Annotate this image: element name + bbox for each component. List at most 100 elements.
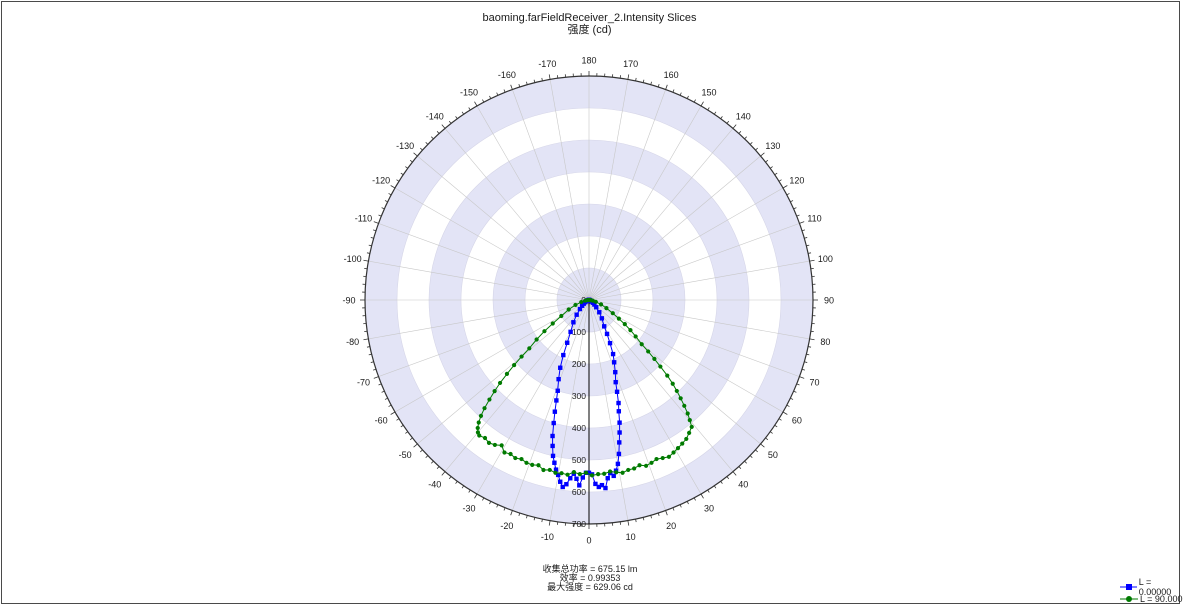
data-point-square (580, 475, 586, 480)
data-point-circle (643, 463, 649, 468)
data-point-circle (602, 471, 607, 476)
outer-tick-mark (413, 443, 418, 448)
angle-tick-label: 90 (824, 296, 834, 306)
data-point-circle (666, 454, 672, 459)
angle-tick-label: 40 (738, 479, 748, 489)
outer-tick-mark (665, 510, 668, 516)
data-point-circle (687, 418, 692, 423)
outer-tick-mark (533, 79, 536, 83)
data-point-circle (682, 403, 687, 408)
outer-tick-mark (657, 83, 660, 88)
outer-tick-mark (713, 485, 717, 489)
data-point-circle (622, 322, 627, 327)
data-point-circle (616, 316, 621, 321)
outer-tick-mark (409, 159, 413, 163)
outer-tick-mark (790, 200, 794, 203)
angular-grid-line (549, 299, 590, 521)
data-point-square (555, 472, 561, 478)
angle-tick-label: 170 (623, 59, 638, 69)
outer-tick-mark (366, 252, 370, 254)
stat-max-intensity: 最大强度 = 629.06 cd (547, 582, 633, 592)
angle-tick-label: 100 (818, 254, 833, 264)
data-point-circle (527, 346, 532, 351)
data-point-square (603, 485, 608, 491)
data-point-square (558, 479, 563, 484)
data-point-circle (652, 356, 657, 361)
data-point-square (611, 473, 616, 479)
outer-tick-mark (760, 152, 765, 157)
angle-tick-label: -150 (460, 88, 478, 98)
angular-grid-line (588, 79, 629, 301)
legend-label-blue: L = 0.00000 (1138, 577, 1172, 597)
data-point-circle (565, 472, 570, 477)
outer-tick-mark (801, 368, 806, 371)
angle-tick-label: 70 (810, 378, 820, 388)
angle-tick-label: 60 (792, 416, 802, 426)
outer-tick-mark (809, 338, 815, 341)
outer-tick-mark (378, 214, 382, 217)
angular-grid-line (378, 223, 590, 301)
angle-tick-label: -90 (342, 296, 355, 306)
outer-tick-mark (665, 84, 668, 90)
outer-tick-mark (510, 84, 513, 90)
data-point-square (550, 453, 556, 459)
angular-grid-line (417, 155, 590, 301)
data-point-circle (577, 472, 582, 477)
outer-tick-mark (541, 519, 543, 523)
outer-tick-mark (778, 418, 782, 421)
data-point-circle (519, 456, 524, 462)
data-point-square (571, 320, 576, 325)
data-point-square (554, 398, 559, 403)
data-point-square (574, 312, 579, 317)
outer-tick-mark (700, 493, 704, 499)
data-point-circle (482, 435, 488, 441)
outer-tick-mark (526, 81, 528, 85)
outer-tick-mark (700, 101, 704, 107)
outer-tick-mark (679, 504, 682, 508)
outer-tick-mark (726, 476, 730, 480)
outer-tick-mark (388, 404, 392, 407)
data-point-circle (684, 436, 689, 442)
outer-tick-mark (363, 338, 369, 341)
outer-tick-mark (650, 515, 652, 519)
outer-tick-mark (503, 89, 506, 93)
data-point-circle (604, 306, 609, 311)
data-point-circle (499, 443, 504, 448)
stat-power: 收集总功率 = 675.15 lm (542, 564, 638, 574)
radial-tick-label: 200 (572, 359, 586, 369)
outer-tick-mark (489, 501, 492, 505)
angle-tick-label: -10 (541, 532, 554, 542)
legend-green-circle-icon (1120, 596, 1138, 602)
angular-grid-line (588, 299, 761, 445)
outer-tick-mark (808, 346, 812, 348)
radial-tick-label: 300 (572, 391, 586, 401)
data-point-circle (482, 406, 487, 411)
data-point-circle (614, 470, 619, 475)
angular-grid-line (588, 299, 810, 340)
data-point-circle (658, 364, 663, 369)
outer-tick-mark (400, 172, 404, 176)
data-point-circle (475, 425, 480, 431)
outer-tick-mark (468, 489, 471, 493)
data-point-circle (671, 450, 676, 455)
outer-tick-mark (455, 480, 458, 484)
angular-grid-line (378, 299, 590, 377)
angle-tick-label: 140 (736, 112, 751, 122)
outer-tick-mark (372, 368, 377, 371)
data-point-circle (607, 469, 613, 474)
angle-tick-label: -30 (462, 503, 475, 513)
outer-tick-mark (431, 136, 434, 140)
data-point-circle (583, 470, 589, 475)
angle-tick-label: 0 (586, 536, 591, 546)
outer-tick-mark (441, 471, 446, 476)
data-point-square (568, 476, 573, 481)
outer-tick-mark (774, 172, 778, 176)
outer-tick-mark (801, 229, 806, 232)
angular-grid-line (394, 299, 590, 413)
outer-tick-mark (713, 111, 717, 115)
outer-tick-mark (693, 99, 696, 103)
outer-tick-mark (441, 124, 446, 129)
data-point-circle (513, 455, 518, 461)
angle-tick-label: 160 (664, 70, 679, 80)
outer-tick-mark (806, 353, 810, 356)
